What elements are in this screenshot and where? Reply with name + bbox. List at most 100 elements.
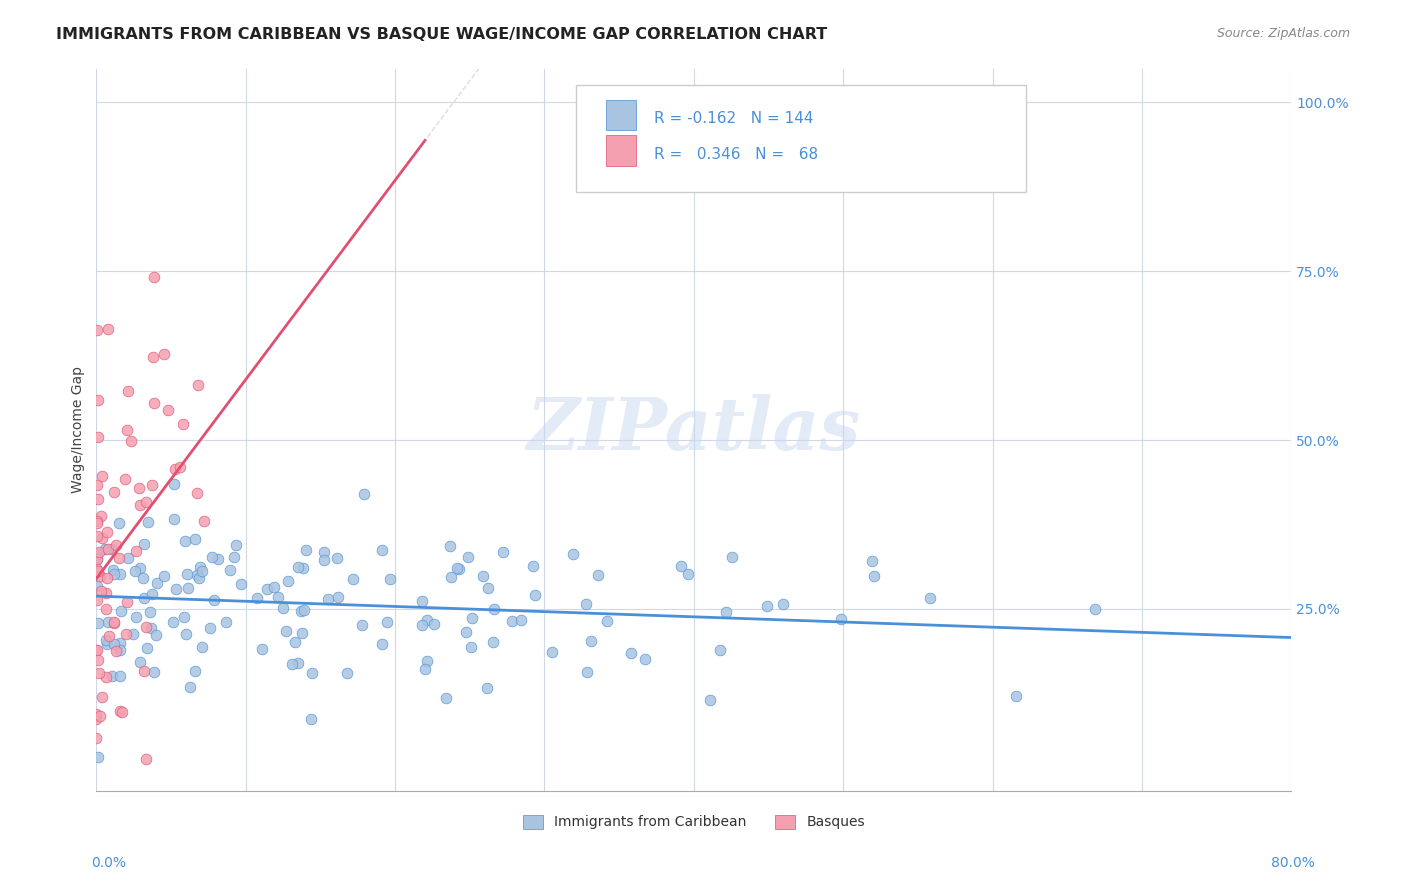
Immigrants from Caribbean: [173, 610, 195, 624]
Immigrants from Caribbean: [620, 646, 643, 660]
Basques: [152, 347, 174, 361]
Basques: [94, 601, 117, 615]
Immigrants from Caribbean: [716, 605, 738, 619]
Immigrants from Caribbean: [501, 615, 523, 629]
Basques: [86, 477, 108, 491]
Immigrants from Caribbean: [219, 563, 242, 577]
Immigrants from Caribbean: [326, 551, 349, 566]
Immigrants from Caribbean: [377, 615, 399, 629]
Immigrants from Caribbean: [142, 665, 165, 680]
Immigrants from Caribbean: [492, 544, 515, 558]
Immigrants from Caribbean: [411, 594, 433, 608]
Basques: [86, 712, 108, 726]
Immigrants from Caribbean: [176, 627, 198, 641]
Immigrants from Caribbean: [176, 581, 198, 595]
Legend: Immigrants from Caribbean, Basques: Immigrants from Caribbean, Basques: [517, 809, 870, 835]
Immigrants from Caribbean: [510, 613, 533, 627]
Immigrants from Caribbean: [86, 547, 108, 561]
Basques: [115, 595, 138, 609]
Immigrants from Caribbean: [252, 641, 274, 656]
Basques: [108, 551, 131, 566]
Basques: [111, 706, 134, 720]
Immigrants from Caribbean: [574, 598, 596, 612]
Basques: [125, 543, 148, 558]
Basques: [87, 653, 110, 667]
Basques: [169, 459, 191, 474]
Immigrants from Caribbean: [187, 570, 209, 584]
Basques: [86, 561, 108, 575]
Basques: [108, 704, 131, 718]
Immigrants from Caribbean: [290, 604, 312, 618]
Immigrants from Caribbean: [709, 643, 731, 657]
Immigrants from Caribbean: [274, 624, 297, 639]
Immigrants from Caribbean: [860, 554, 883, 568]
Immigrants from Caribbean: [179, 681, 201, 695]
Immigrants from Caribbean: [103, 637, 125, 651]
Immigrants from Caribbean: [350, 618, 373, 632]
Immigrants from Caribbean: [287, 656, 309, 670]
Basques: [90, 690, 112, 704]
Immigrants from Caribbean: [482, 634, 505, 648]
Immigrants from Caribbean: [94, 633, 117, 648]
Basques: [187, 378, 209, 392]
Immigrants from Caribbean: [281, 657, 304, 671]
Immigrants from Caribbean: [101, 542, 124, 557]
Basques: [114, 472, 136, 486]
Basques: [103, 616, 125, 631]
Immigrants from Caribbean: [524, 588, 547, 602]
Immigrants from Caribbean: [575, 665, 598, 679]
Immigrants from Caribbean: [173, 533, 195, 548]
Immigrants from Caribbean: [163, 477, 186, 491]
Immigrants from Caribbean: [273, 600, 295, 615]
Basques: [156, 403, 179, 417]
Immigrants from Caribbean: [202, 592, 225, 607]
Immigrants from Caribbean: [454, 624, 477, 639]
Immigrants from Caribbean: [477, 581, 499, 595]
Text: IMMIGRANTS FROM CARIBBEAN VS BASQUE WAGE/INCOME GAP CORRELATION CHART: IMMIGRANTS FROM CARIBBEAN VS BASQUE WAGE…: [56, 27, 828, 42]
Immigrants from Caribbean: [596, 614, 619, 628]
Immigrants from Caribbean: [145, 576, 167, 591]
Immigrants from Caribbean: [87, 616, 110, 631]
Immigrants from Caribbean: [415, 654, 437, 668]
Immigrants from Caribbean: [132, 571, 155, 585]
Text: 80.0%: 80.0%: [1271, 855, 1315, 870]
Immigrants from Caribbean: [472, 568, 495, 582]
Immigrants from Caribbean: [353, 487, 375, 501]
Immigrants from Caribbean: [1004, 689, 1026, 703]
Immigrants from Caribbean: [207, 551, 229, 566]
Immigrants from Caribbean: [830, 612, 852, 626]
Immigrants from Caribbean: [475, 681, 498, 695]
Basques: [86, 392, 108, 407]
Immigrants from Caribbean: [256, 582, 278, 596]
Basques: [90, 508, 112, 523]
Immigrants from Caribbean: [772, 597, 794, 611]
Immigrants from Caribbean: [292, 602, 315, 616]
Basques: [120, 434, 142, 449]
Basques: [98, 629, 121, 643]
Immigrants from Caribbean: [457, 549, 479, 564]
Basques: [193, 514, 215, 528]
Basques: [96, 571, 118, 585]
Immigrants from Caribbean: [263, 580, 285, 594]
Basques: [97, 541, 120, 556]
Immigrants from Caribbean: [918, 591, 941, 606]
Immigrants from Caribbean: [165, 582, 187, 597]
Basques: [143, 270, 166, 285]
Basques: [128, 498, 150, 512]
Basques: [115, 424, 138, 438]
Immigrants from Caribbean: [634, 652, 657, 666]
Basques: [143, 396, 166, 410]
Immigrants from Caribbean: [162, 615, 184, 629]
Immigrants from Caribbean: [124, 564, 146, 578]
Basques: [86, 552, 108, 566]
Basques: [89, 708, 111, 723]
Immigrants from Caribbean: [153, 569, 176, 583]
Basques: [135, 752, 157, 766]
Immigrants from Caribbean: [190, 559, 212, 574]
Immigrants from Caribbean: [482, 602, 505, 616]
Immigrants from Caribbean: [295, 542, 318, 557]
Immigrants from Caribbean: [676, 567, 699, 582]
Immigrants from Caribbean: [579, 633, 602, 648]
Immigrants from Caribbean: [413, 663, 436, 677]
Immigrants from Caribbean: [132, 537, 155, 551]
